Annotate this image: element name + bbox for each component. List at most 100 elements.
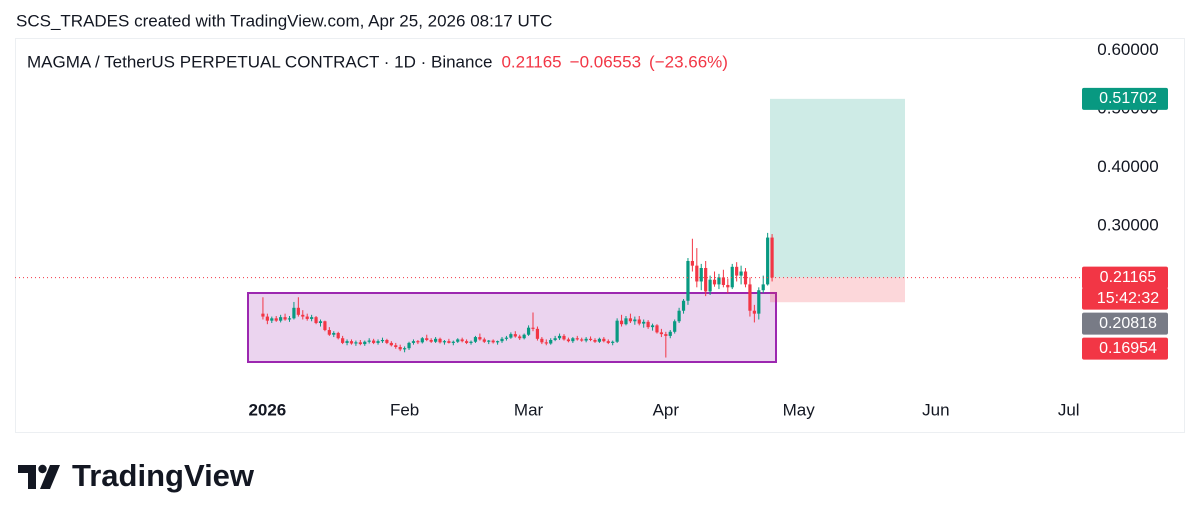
candle-body [761, 284, 765, 291]
legend-change-pct: (−23.66%) [649, 52, 728, 71]
candle-body [655, 325, 659, 333]
stop-label-bg [1082, 337, 1168, 360]
candle-body [332, 332, 336, 335]
candle-body [323, 321, 327, 331]
header: SCS_TRADES created with TradingView.com,… [16, 11, 552, 30]
x-tick-label: Jul [1058, 400, 1080, 419]
x-tick-label: Feb [390, 400, 419, 419]
candle-body [637, 319, 641, 324]
candle-body [575, 338, 579, 340]
candle-body [429, 339, 433, 342]
candle-body [739, 271, 743, 276]
candle-body [376, 341, 380, 343]
candle-body [628, 318, 633, 322]
target-label-bg [1082, 87, 1168, 110]
candle-body [513, 334, 517, 337]
candle-body [664, 334, 668, 336]
y-tick-label: 0.60000 [1097, 40, 1158, 59]
legend-price: 0.21165 [501, 52, 561, 71]
legend-title: MAGMA / TetherUS PERPETUAL CONTRACT · 1D… [27, 52, 492, 71]
stop-label: 0.16954 [1099, 340, 1157, 357]
candle-body [265, 316, 269, 321]
candle-body [695, 265, 699, 282]
candle-body [482, 339, 486, 342]
candle-body [469, 341, 473, 343]
candle-body [708, 279, 712, 292]
candle-body [681, 300, 686, 311]
candle-body [442, 341, 447, 343]
candle-body [394, 345, 398, 348]
candle-body [504, 337, 509, 339]
candle-body [526, 327, 531, 335]
logo-mark [38, 464, 47, 474]
candle-body [624, 318, 628, 325]
y-tick-label: 0.30000 [1097, 215, 1158, 234]
candle-body [341, 338, 345, 343]
candle-body [766, 237, 770, 285]
candle-body [580, 339, 584, 341]
candle-body [633, 319, 637, 322]
x-tick-label: Apr [653, 400, 680, 419]
candle-body [354, 342, 358, 344]
countdown-label-bg [1082, 287, 1168, 310]
candle-body [544, 342, 548, 344]
x-tick-label: Mar [514, 400, 544, 419]
candle-body [770, 237, 774, 278]
stop-zone [770, 277, 905, 303]
candle-body [425, 338, 429, 340]
candle-body [690, 260, 694, 266]
candle-body [310, 317, 314, 319]
candle-body [588, 338, 593, 340]
candle-body [509, 334, 513, 338]
candle-body [540, 338, 544, 343]
candle-body [495, 341, 500, 343]
candle-body [389, 342, 393, 346]
target-zone [770, 98, 905, 278]
candle-body [522, 334, 526, 339]
countdown-label: 15:42:32 [1097, 290, 1159, 307]
candle-body [363, 341, 367, 345]
candle-body [553, 338, 557, 340]
candle-body [451, 341, 455, 343]
logo: TradingView [18, 458, 255, 493]
candle-body [283, 317, 287, 320]
candle-body [345, 341, 349, 343]
candle-body [584, 338, 588, 341]
candle-body [518, 336, 522, 339]
candle-body [619, 320, 624, 325]
candle-body [398, 347, 402, 350]
x-tick-label: 2026 [248, 400, 286, 419]
brand: TradingView [72, 458, 255, 493]
candle-body [279, 317, 283, 321]
price-label: 0.21165 [1100, 269, 1157, 286]
plot [15, 98, 1082, 363]
x-tick-label: Jun [922, 400, 949, 419]
logo-mark [40, 465, 60, 489]
candle-body [464, 341, 469, 343]
candle-body [380, 339, 385, 342]
chart-frame [15, 38, 1185, 433]
candle-body [699, 268, 703, 282]
candle-body [438, 338, 442, 343]
target-label: 0.51702 [1099, 90, 1157, 107]
candle-body [301, 314, 305, 317]
candle-body [735, 266, 739, 276]
candle-body [571, 338, 575, 342]
range-box [247, 292, 777, 363]
candle-body [686, 260, 690, 301]
candle-body [730, 266, 734, 288]
candle-body [743, 271, 748, 285]
candle-body [593, 339, 597, 342]
candle-body [704, 268, 708, 292]
candle-body [349, 341, 354, 344]
candle-body [372, 340, 376, 343]
candle-body [358, 342, 362, 345]
candle-body [721, 277, 725, 285]
extra-price-label-bg [1082, 312, 1168, 335]
candle-body [327, 330, 331, 335]
candle-body [407, 342, 411, 349]
candle-body [274, 318, 278, 321]
candle-body [646, 321, 650, 328]
candle-body [416, 341, 420, 343]
